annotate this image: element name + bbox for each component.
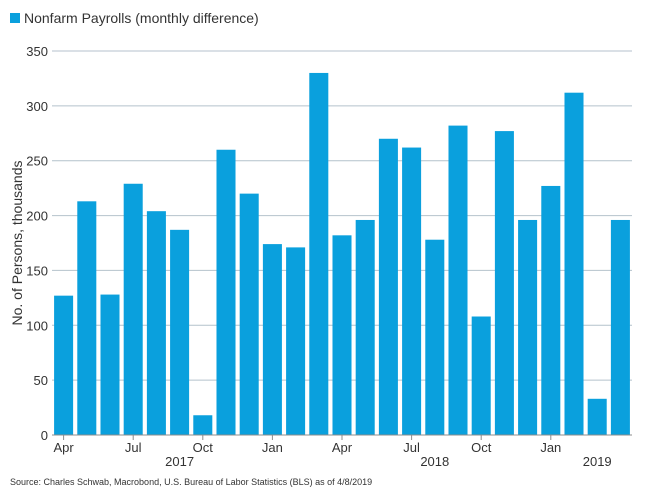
bar <box>309 72 329 435</box>
bar <box>239 193 259 435</box>
x-year-label: 2019 <box>583 454 612 469</box>
bar <box>193 415 213 435</box>
bar <box>610 219 630 435</box>
bar <box>378 138 398 435</box>
bar <box>448 125 468 435</box>
bar <box>332 235 352 435</box>
source-note: Source: Charles Schwab, Macrobond, U.S. … <box>10 477 373 487</box>
x-month-label: Jan <box>540 440 561 455</box>
y-tick-label: 150 <box>26 263 48 278</box>
axes <box>52 434 632 440</box>
bar <box>355 219 375 435</box>
y-tick-label: 50 <box>34 373 48 388</box>
bar <box>54 295 74 435</box>
chart-legend: Nonfarm Payrolls (monthly difference) <box>10 10 259 26</box>
bar <box>146 211 166 435</box>
bar <box>471 316 491 435</box>
bar <box>564 92 584 435</box>
bar <box>123 183 143 435</box>
y-tick-label: 0 <box>41 428 48 443</box>
x-month-label: Jan <box>262 440 283 455</box>
bar <box>100 294 120 435</box>
y-tick-label: 250 <box>26 154 48 169</box>
bars <box>54 72 630 435</box>
x-year-label: 2018 <box>420 454 449 469</box>
bar <box>262 244 282 435</box>
bar <box>494 131 514 435</box>
bar <box>587 398 607 435</box>
bar <box>286 247 306 435</box>
x-month-label: Jul <box>125 440 142 455</box>
y-tick-label: 100 <box>26 318 48 333</box>
x-month-label: Oct <box>471 440 492 455</box>
x-month-label: Jul <box>403 440 420 455</box>
bar <box>402 147 422 435</box>
x-month-label: Apr <box>53 440 74 455</box>
bar <box>216 149 236 435</box>
legend-swatch <box>10 13 20 23</box>
legend-label: Nonfarm Payrolls (monthly difference) <box>24 10 259 26</box>
y-tick-label: 300 <box>26 99 48 114</box>
bar <box>77 201 97 435</box>
x-month-label: Oct <box>193 440 214 455</box>
y-tick-label: 350 <box>26 44 48 59</box>
bar <box>170 229 190 435</box>
bar <box>518 219 538 435</box>
x-year-label: 2017 <box>165 454 194 469</box>
tick-labels: 0 50 100 150 200 250 300 350 Apr Jul Oct Jan Apr Jul O… <box>26 44 611 469</box>
x-month-label: Apr <box>332 440 353 455</box>
y-tick-label: 200 <box>26 209 48 224</box>
bar <box>541 185 561 435</box>
bar <box>425 239 445 435</box>
y-axis-title: No. of Persons, thousands <box>9 161 25 326</box>
